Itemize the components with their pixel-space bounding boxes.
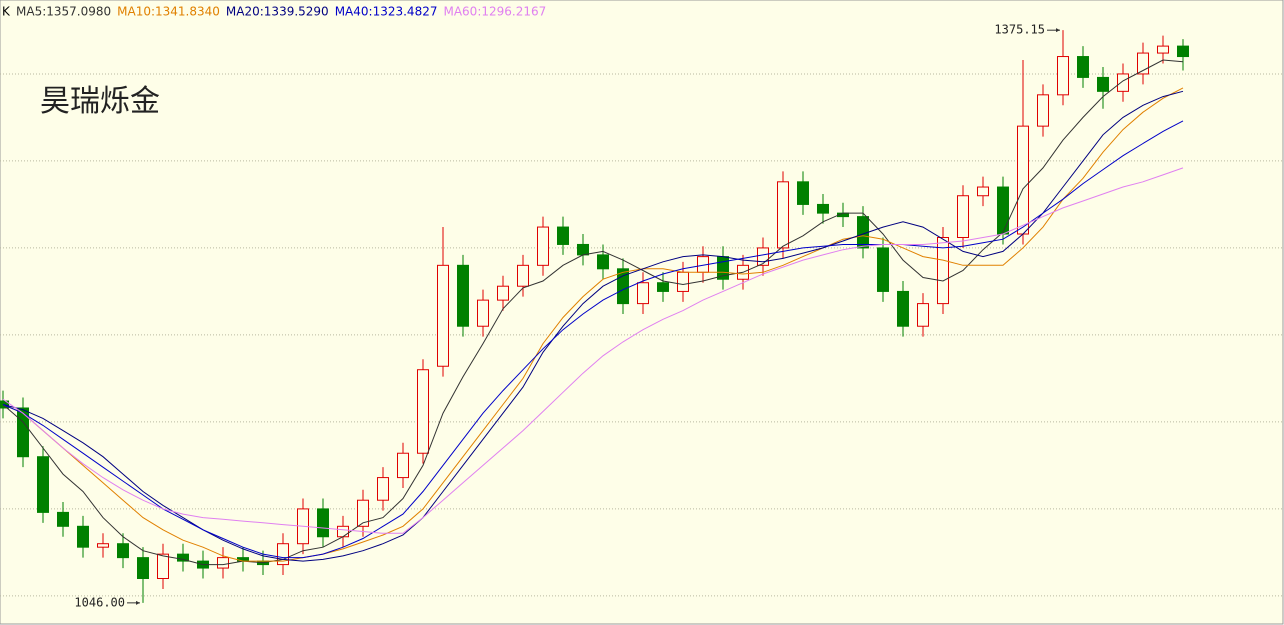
candle-body xyxy=(677,271,689,292)
candle-body xyxy=(397,452,409,479)
candle-body xyxy=(157,553,169,580)
candle-body xyxy=(137,557,149,580)
candle-body xyxy=(1137,52,1149,75)
candle-body xyxy=(277,543,289,566)
candle-body xyxy=(1117,73,1129,92)
candle-body xyxy=(597,254,609,270)
candle-body xyxy=(417,369,429,454)
legend-entry: MA5:1357.0980 xyxy=(16,5,111,19)
candle-body xyxy=(1097,76,1109,92)
candle-body xyxy=(517,264,529,287)
annotation-label: 1046.00 xyxy=(74,595,125,609)
candle-body xyxy=(937,236,949,305)
candle-body xyxy=(117,543,129,559)
candle-body xyxy=(577,243,589,256)
candle-body xyxy=(617,268,629,305)
candle-body xyxy=(37,456,49,513)
candle-body xyxy=(557,226,569,245)
candle-body xyxy=(817,203,829,214)
annotation-label: 1375.15 xyxy=(994,23,1045,37)
candle-body xyxy=(1057,56,1069,96)
candle-body xyxy=(1077,56,1089,78)
candle-body xyxy=(177,553,189,562)
candle-body xyxy=(97,543,109,548)
candle-body xyxy=(377,477,389,501)
annotation-arrowhead xyxy=(1056,28,1060,33)
candle-body xyxy=(17,407,29,458)
ma-line xyxy=(2,59,1184,566)
ma-line xyxy=(2,167,1184,534)
candle-body xyxy=(477,299,489,327)
candle-body xyxy=(357,499,369,527)
candle-body xyxy=(997,186,1009,235)
candle-body xyxy=(637,282,649,305)
candle-body xyxy=(437,264,449,367)
legend-entry: MA10:1341.8340 xyxy=(117,5,220,19)
candle-body xyxy=(977,186,989,197)
candle-body xyxy=(657,282,669,292)
candle-body xyxy=(917,303,929,327)
candle-body xyxy=(537,226,549,266)
candle-body xyxy=(797,181,809,205)
candle-body xyxy=(217,557,229,569)
candle-body xyxy=(1037,94,1049,127)
candle-body xyxy=(777,181,789,249)
candle-body xyxy=(877,247,889,292)
candle-body xyxy=(457,264,469,327)
candle-body xyxy=(57,511,69,527)
period-label: K xyxy=(2,5,11,19)
legend-entry: MA40:1323.4827 xyxy=(335,5,438,19)
candle-body xyxy=(337,525,349,538)
candle-body xyxy=(317,508,329,538)
candle-body xyxy=(1177,45,1189,58)
candle-body xyxy=(897,290,909,327)
ma-line xyxy=(2,87,1184,562)
chart-title: 昊瑞烁金 xyxy=(40,84,160,119)
candle-body xyxy=(77,525,89,548)
candle-body xyxy=(497,285,509,301)
candle-body xyxy=(1157,45,1169,54)
legend-entry: MA20:1339.5290 xyxy=(226,5,329,19)
ma-line xyxy=(2,120,1184,559)
legend-entry: MA60:1296.2167 xyxy=(443,5,546,19)
candle-body xyxy=(1017,125,1029,235)
candle-body xyxy=(957,195,969,238)
candle-body xyxy=(757,247,769,266)
annotation-arrowhead xyxy=(136,600,140,605)
